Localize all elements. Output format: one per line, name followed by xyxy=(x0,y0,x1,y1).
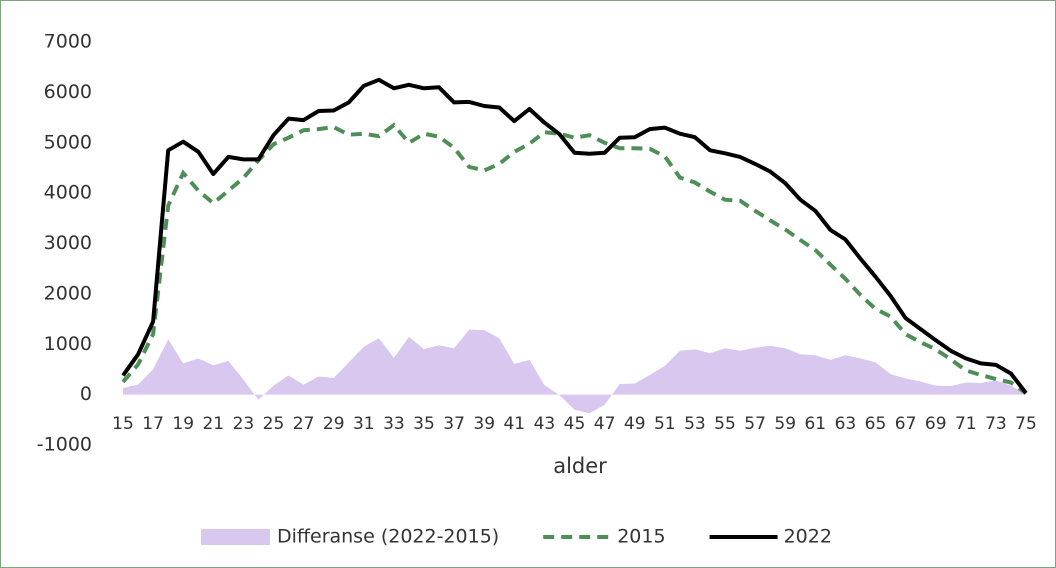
y-tick-label: 2000 xyxy=(44,282,92,304)
y-tick-label: 7000 xyxy=(44,31,92,53)
x-tick-label: 19 xyxy=(172,414,194,434)
x-tick-label: 27 xyxy=(293,414,315,434)
x-tick-label: 39 xyxy=(473,414,495,434)
legend-label: 2022 xyxy=(784,526,832,548)
x-tick-label: 71 xyxy=(955,414,977,434)
y-tick-label: 0 xyxy=(80,383,92,405)
x-tick-label: 57 xyxy=(744,414,766,434)
x-tick-label: 29 xyxy=(323,414,345,434)
y-tick-label: 3000 xyxy=(44,232,92,254)
x-tick-label: 47 xyxy=(594,414,616,434)
area xyxy=(123,329,1026,414)
x-tick-label: 21 xyxy=(202,414,224,434)
x-tick-label: 55 xyxy=(714,414,736,434)
x-tick-label: 75 xyxy=(1015,414,1037,434)
x-tick-label: 67 xyxy=(895,414,917,434)
x-tick-label: 51 xyxy=(654,414,676,434)
x-tick-label: 23 xyxy=(233,414,255,434)
y-tick-label: 5000 xyxy=(44,131,92,153)
x-axis-label: alder xyxy=(553,454,607,478)
x-tick-label: 49 xyxy=(624,414,646,434)
legend-swatch xyxy=(201,529,270,545)
x-tick-label: 35 xyxy=(413,414,435,434)
line xyxy=(121,77,1028,395)
y-tick-label: 1000 xyxy=(44,333,92,355)
x-tick-label: 65 xyxy=(865,414,887,434)
y-tick-label: -1000 xyxy=(37,434,92,456)
x-tick-label: 37 xyxy=(443,414,465,434)
x-tick-label: 33 xyxy=(383,414,405,434)
line xyxy=(121,122,1028,395)
x-tick-label: 61 xyxy=(804,414,826,434)
x-tick-label: 31 xyxy=(353,414,375,434)
legend-label: Differanse (2022-2015) xyxy=(277,526,499,548)
x-tick-label: 59 xyxy=(774,414,796,434)
x-tick-label: 63 xyxy=(835,414,857,434)
x-tick-label: 25 xyxy=(263,414,285,434)
x-tick-label: 15 xyxy=(112,414,134,434)
legend-label: 2015 xyxy=(617,526,665,548)
y-tick-label: 4000 xyxy=(44,182,92,204)
x-tick-label: 17 xyxy=(142,414,164,434)
x-tick-label: 69 xyxy=(925,414,947,434)
x-tick-label: 53 xyxy=(684,414,706,434)
y-tick-label: 6000 xyxy=(44,81,92,103)
x-tick-label: 73 xyxy=(985,414,1007,434)
x-tick-label: 41 xyxy=(503,414,525,434)
x-tick-label: 43 xyxy=(534,414,556,434)
x-tick-label: 45 xyxy=(564,414,586,434)
